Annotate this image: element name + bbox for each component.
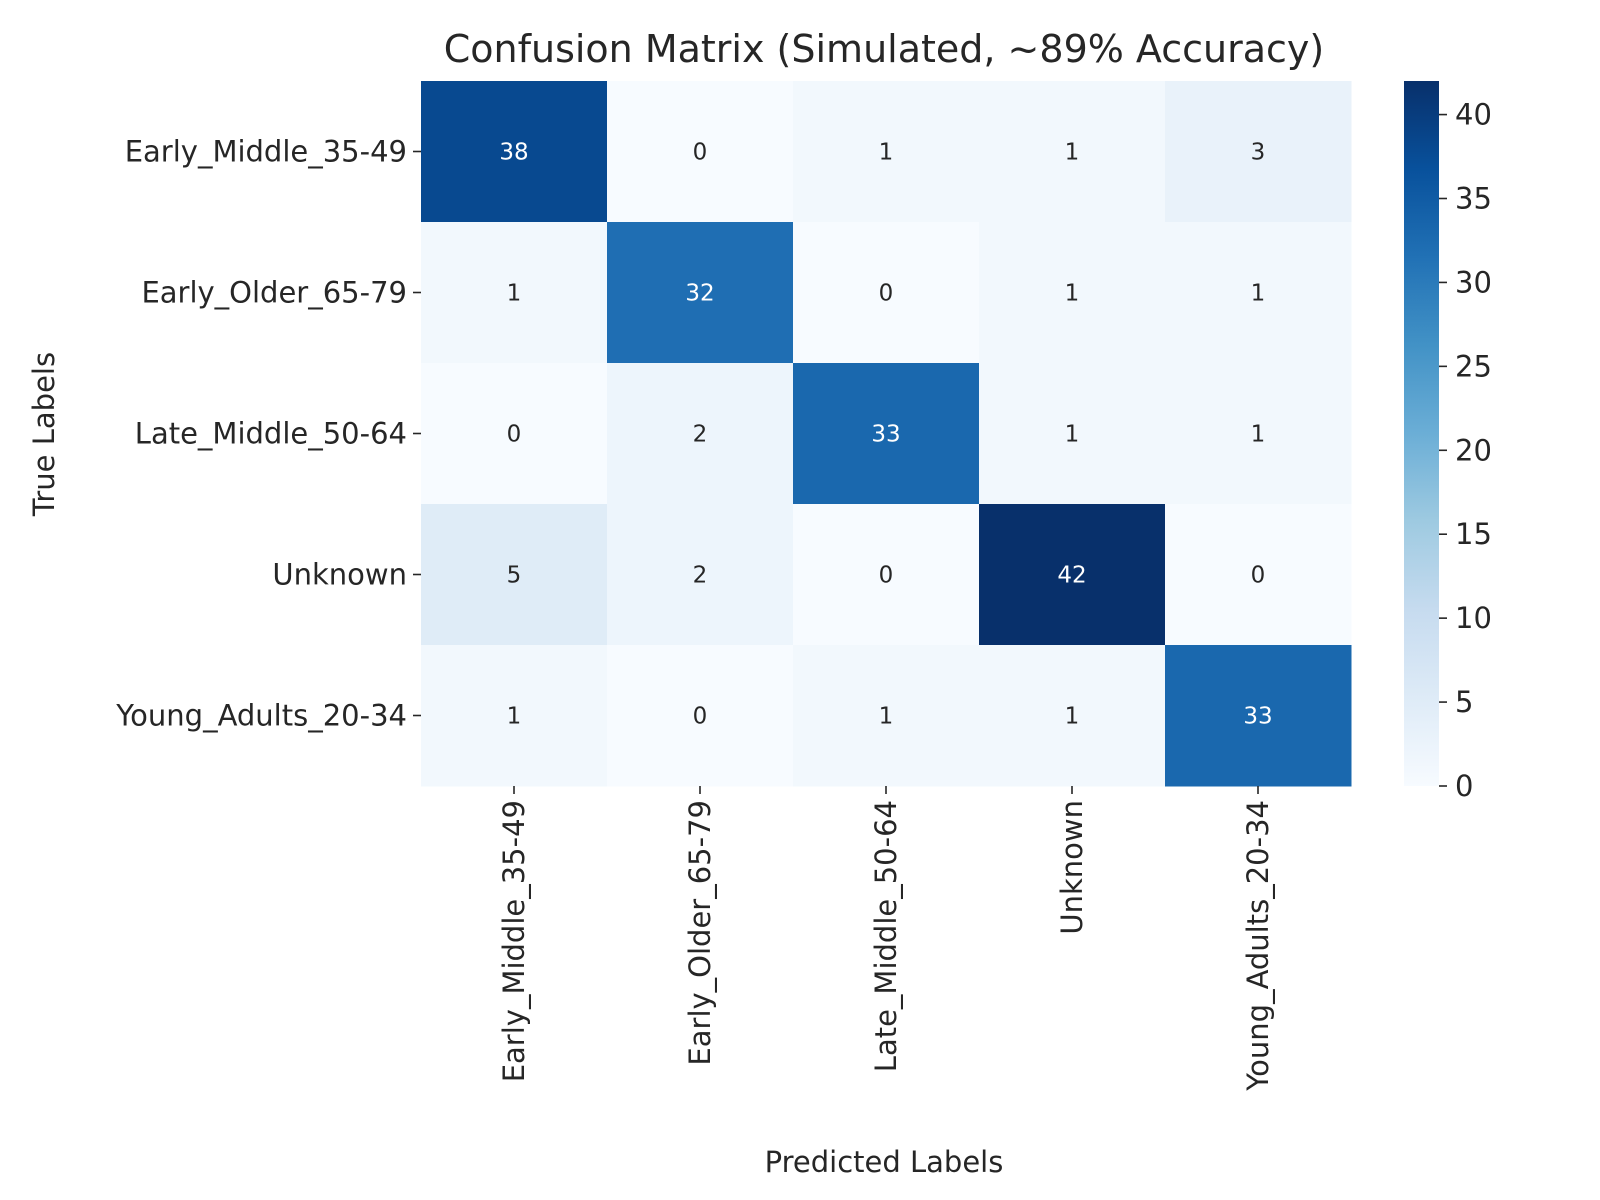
heatmap-cell (979, 222, 1166, 364)
cell-value-label: 1 (1065, 704, 1080, 730)
cell-value-label: 1 (1251, 422, 1266, 448)
heatmap-cell (793, 645, 980, 787)
heatmap-cell (793, 363, 980, 505)
heatmap-cell (607, 222, 794, 364)
heatmap-cell (979, 504, 1166, 646)
cell-value-label: 1 (879, 140, 894, 166)
heatmap-cell (421, 504, 608, 646)
heatmap-cells: 38 0 1 1 3 1 32 0 1 1 0 2 33 1 1 5 2 0 42 0 1 0 1 1 33 (421, 81, 1352, 787)
x-tick-label: Late_Middle_50-64 (869, 800, 903, 1072)
cell-value-label: 38 (499, 140, 528, 166)
colorbar-tick-label: 5 (1455, 685, 1473, 719)
cell-value-label: 2 (693, 563, 708, 589)
cell-value-label: 1 (1065, 281, 1080, 307)
heatmap-cell (421, 363, 608, 505)
colorbar-tick-label: 15 (1455, 517, 1492, 551)
heatmap-cell (607, 645, 794, 787)
x-tick-label: Young_Adults_20-34 (1241, 800, 1275, 1092)
colorbar-ticks: 0 5 10 15 20 25 30 35 40 (1439, 98, 1492, 803)
heatmap-cell (421, 222, 608, 364)
cell-value-label: 1 (507, 704, 522, 730)
heatmap-cell (1165, 81, 1352, 223)
y-axis-ticks: Early_Middle_35-49 Early_Older_65-79 Late_… (115, 135, 421, 733)
x-tick-label: Early_Middle_35-49 (497, 800, 531, 1082)
cell-value-label: 32 (685, 281, 714, 307)
heatmap-cell (1165, 222, 1352, 364)
cell-value-label: 5 (507, 563, 522, 589)
colorbar-tick-label: 30 (1455, 265, 1492, 299)
colorbar-tick-label: 0 (1455, 769, 1473, 803)
heatmap-cell (793, 81, 980, 223)
cell-value-label: 33 (1243, 704, 1272, 730)
colorbar-tick-label: 10 (1455, 601, 1492, 635)
y-axis-label: True Labels (27, 352, 61, 517)
y-tick-label: Early_Older_65-79 (141, 276, 407, 310)
x-tick-label: Unknown (1055, 800, 1089, 935)
y-tick-label: Young_Adults_20-34 (115, 699, 407, 733)
cell-value-label: 3 (1251, 140, 1266, 166)
colorbar-tick-label: 20 (1455, 433, 1492, 467)
heatmap-cell (1165, 504, 1352, 646)
cell-value-label: 0 (693, 704, 708, 730)
cell-value-label: 1 (507, 281, 522, 307)
x-axis-ticks: Early_Middle_35-49 Early_Older_65-79 Late_… (497, 786, 1275, 1092)
cell-value-label: 0 (693, 140, 708, 166)
cell-value-label: 0 (507, 422, 522, 448)
chart-title: Confusion Matrix (Simulated, ~89% Accura… (444, 27, 1325, 71)
colorbar-tick-label: 40 (1455, 98, 1492, 132)
cell-value-label: 33 (871, 422, 900, 448)
heatmap-cell (607, 363, 794, 505)
x-axis-label: Predicted Labels (765, 1145, 1004, 1179)
heatmap-cell (979, 645, 1166, 787)
y-tick-label: Late_Middle_50-64 (135, 417, 407, 451)
colorbar (1404, 81, 1439, 786)
cell-value-label: 42 (1057, 563, 1086, 589)
x-tick-label: Early_Older_65-79 (683, 800, 717, 1066)
heatmap-cell (979, 363, 1166, 505)
heatmap-cell (793, 504, 980, 646)
heatmap-cell (607, 504, 794, 646)
cell-value-label: 2 (693, 422, 708, 448)
y-tick-label: Unknown (272, 558, 407, 592)
heatmap-cell (607, 81, 794, 223)
heatmap-cell (979, 81, 1166, 223)
cell-value-label: 1 (879, 704, 894, 730)
cell-value-label: 1 (1065, 140, 1080, 166)
colorbar-tick-label: 25 (1455, 349, 1492, 383)
cell-value-label: 1 (1251, 281, 1266, 307)
y-tick-label: Early_Middle_35-49 (125, 135, 407, 169)
cell-value-label: 0 (879, 281, 894, 307)
cell-value-label: 0 (1251, 563, 1266, 589)
heatmap-cell (421, 81, 608, 223)
cell-value-label: 1 (1065, 422, 1080, 448)
heatmap-cell (1165, 363, 1352, 505)
heatmap-cell (421, 645, 608, 787)
heatmap-cell (793, 222, 980, 364)
colorbar-tick-label: 35 (1455, 182, 1492, 216)
cell-value-label: 0 (879, 563, 894, 589)
heatmap-cell (1165, 645, 1352, 787)
